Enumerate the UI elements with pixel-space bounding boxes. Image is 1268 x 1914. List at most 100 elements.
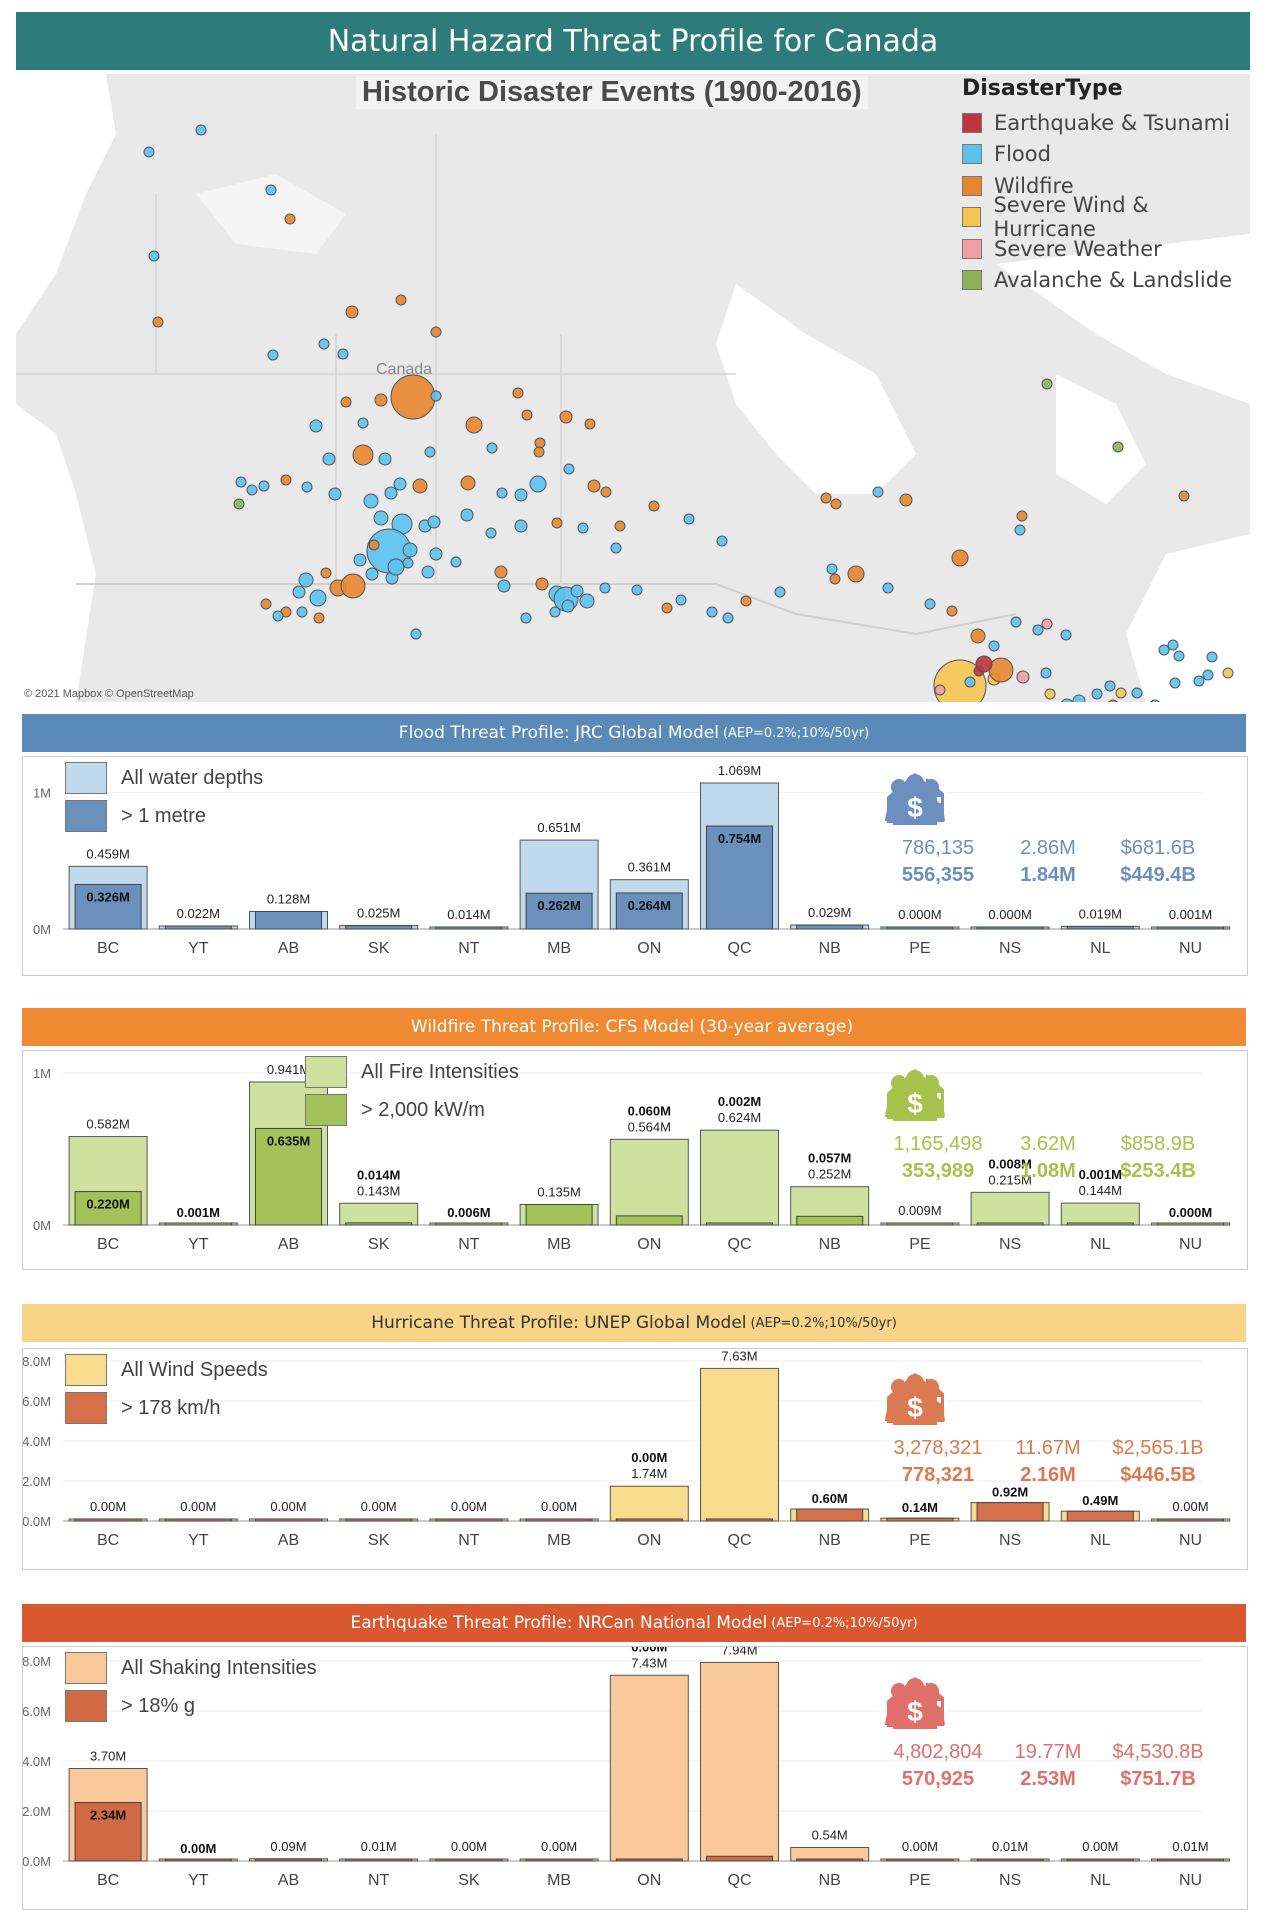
disaster-event-point[interactable] <box>280 474 292 486</box>
disaster-event-point[interactable] <box>970 628 986 644</box>
disaster-event-point[interactable] <box>1040 667 1052 679</box>
disaster-event-point[interactable] <box>934 684 946 696</box>
disaster-event-point[interactable] <box>1061 698 1073 702</box>
disaster-event-point[interactable] <box>318 338 330 350</box>
disaster-event-point[interactable] <box>951 549 969 567</box>
disaster-event-point[interactable] <box>716 535 728 547</box>
disaster-event-point[interactable] <box>320 567 332 579</box>
disaster-event-point[interactable] <box>292 585 306 599</box>
disaster-event-point[interactable] <box>1131 687 1143 699</box>
disaster-event-point[interactable] <box>1193 675 1205 687</box>
disaster-event-point[interactable] <box>882 582 894 594</box>
disaster-event-point[interactable] <box>384 486 398 500</box>
legend-item[interactable]: Flood <box>962 139 1250 171</box>
disaster-event-point[interactable] <box>561 599 575 613</box>
disaster-event-point[interactable] <box>899 493 913 507</box>
disaster-event-point[interactable] <box>648 500 660 512</box>
disaster-event-point[interactable] <box>1150 699 1160 702</box>
disaster-event-point[interactable] <box>1167 639 1179 651</box>
disaster-event-point[interactable] <box>988 640 1000 652</box>
legend-item[interactable]: Severe Weather <box>962 233 1250 265</box>
disaster-event-point[interactable] <box>430 390 442 402</box>
disaster-event-point[interactable] <box>410 628 422 640</box>
disaster-event-point[interactable] <box>378 452 392 466</box>
disaster-event-point[interactable] <box>430 326 442 338</box>
disaster-event-point[interactable] <box>563 463 575 475</box>
disaster-event-point[interactable] <box>260 598 272 610</box>
disaster-event-point[interactable] <box>631 584 643 596</box>
disaster-event-point[interactable] <box>485 527 497 539</box>
disaster-event-point[interactable] <box>395 294 407 306</box>
disaster-event-point[interactable] <box>402 557 414 569</box>
disaster-event-point[interactable] <box>265 184 277 196</box>
disaster-event-point[interactable] <box>296 606 308 618</box>
disaster-event-point[interactable] <box>1115 687 1127 699</box>
disaster-event-point[interactable] <box>337 348 349 360</box>
disaster-event-point[interactable] <box>309 589 327 607</box>
disaster-event-point[interactable] <box>368 539 380 551</box>
disaster-event-point[interactable] <box>195 124 207 136</box>
disaster-event-point[interactable] <box>246 484 258 496</box>
disaster-event-point[interactable] <box>1041 618 1053 630</box>
legend-item[interactable]: Avalanche & Landslide <box>962 265 1250 297</box>
disaster-event-point[interactable] <box>924 598 936 610</box>
disaster-event-point[interactable] <box>570 584 584 598</box>
disaster-event-point[interactable] <box>373 510 389 526</box>
disaster-event-point[interactable] <box>614 520 626 532</box>
disaster-event-point[interactable] <box>1222 667 1234 679</box>
disaster-map[interactable]: Canada Historic Disaster Events (1900-20… <box>16 74 1250 702</box>
disaster-event-point[interactable] <box>1173 650 1185 662</box>
disaster-event-point[interactable] <box>577 522 589 534</box>
disaster-event-point[interactable] <box>235 476 247 488</box>
disaster-event-point[interactable] <box>830 498 842 510</box>
disaster-event-point[interactable] <box>847 565 865 583</box>
disaster-event-point[interactable] <box>1060 629 1072 641</box>
disaster-event-point[interactable] <box>148 250 160 262</box>
disaster-event-point[interactable] <box>1044 688 1056 700</box>
disaster-event-point[interactable] <box>313 612 325 624</box>
disaster-event-point[interactable] <box>450 556 462 568</box>
disaster-event-point[interactable] <box>1091 688 1103 700</box>
disaster-event-point[interactable] <box>946 605 958 617</box>
disaster-event-point[interactable] <box>340 396 352 408</box>
map-canvas[interactable]: Canada <box>16 74 1250 702</box>
disaster-event-point[interactable] <box>1032 624 1044 636</box>
disaster-event-point[interactable] <box>706 606 718 618</box>
disaster-event-point[interactable] <box>322 452 336 466</box>
disaster-event-point[interactable] <box>1202 669 1214 681</box>
disaster-event-point[interactable] <box>363 493 379 509</box>
disaster-event-point[interactable] <box>683 513 695 525</box>
disaster-event-point[interactable] <box>1104 680 1116 692</box>
disaster-event-point[interactable] <box>599 582 611 594</box>
disaster-event-point[interactable] <box>352 444 374 466</box>
disaster-event-point[interactable] <box>412 478 428 494</box>
disaster-event-point[interactable] <box>551 517 563 529</box>
disaster-event-point[interactable] <box>427 515 441 529</box>
disaster-event-point[interactable] <box>374 393 388 407</box>
disaster-event-point[interactable] <box>964 676 976 688</box>
disaster-event-point[interactable] <box>1158 644 1170 656</box>
disaster-event-point[interactable] <box>402 542 418 558</box>
disaster-event-point[interactable] <box>1178 490 1190 502</box>
disaster-event-point[interactable] <box>387 558 405 576</box>
disaster-event-point[interactable] <box>340 573 366 599</box>
disaster-event-point[interactable] <box>309 419 323 433</box>
disaster-event-point[interactable] <box>675 594 687 606</box>
disaster-event-point[interactable] <box>465 416 483 434</box>
disaster-event-point[interactable] <box>424 446 436 458</box>
disaster-event-point[interactable] <box>1010 616 1022 628</box>
disaster-event-point[interactable] <box>345 305 359 319</box>
disaster-event-point[interactable] <box>494 565 508 579</box>
disaster-event-point[interactable] <box>390 374 436 420</box>
legend-item[interactable]: Earthquake & Tsunami <box>962 107 1250 139</box>
disaster-event-point[interactable] <box>1014 524 1026 536</box>
legend-item[interactable]: Severe Wind & Hurricane <box>962 193 1250 241</box>
disaster-event-point[interactable] <box>521 409 533 421</box>
disaster-event-point[interactable] <box>584 418 596 430</box>
disaster-event-point[interactable] <box>460 508 474 522</box>
disaster-event-point[interactable] <box>872 486 884 498</box>
disaster-event-point[interactable] <box>512 387 524 399</box>
disaster-event-point[interactable] <box>365 567 379 581</box>
disaster-event-point[interactable] <box>514 519 528 533</box>
disaster-event-point[interactable] <box>421 565 435 579</box>
